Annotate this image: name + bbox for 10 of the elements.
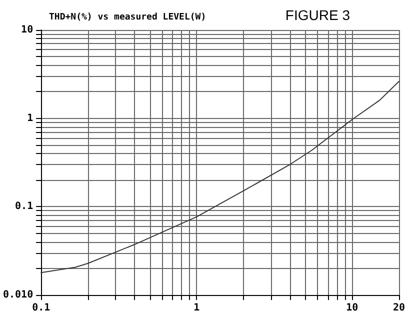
y-tick-label: 10 [21,24,34,36]
x-tick-label: 0.1 [32,302,50,314]
x-tick-label: 20 [392,302,406,314]
caption: FIGURE 3 [285,7,350,23]
y-tick-label: 0.010 [2,290,34,300]
x-tick-label: 10 [346,302,358,314]
chart-title: THD+N(%) vs measured LEVEL(W) [49,12,206,22]
y-tick-label: 0.1 [15,201,34,212]
x-tick-label: 1 [194,302,200,314]
y-tick-label: 1 [27,112,34,124]
